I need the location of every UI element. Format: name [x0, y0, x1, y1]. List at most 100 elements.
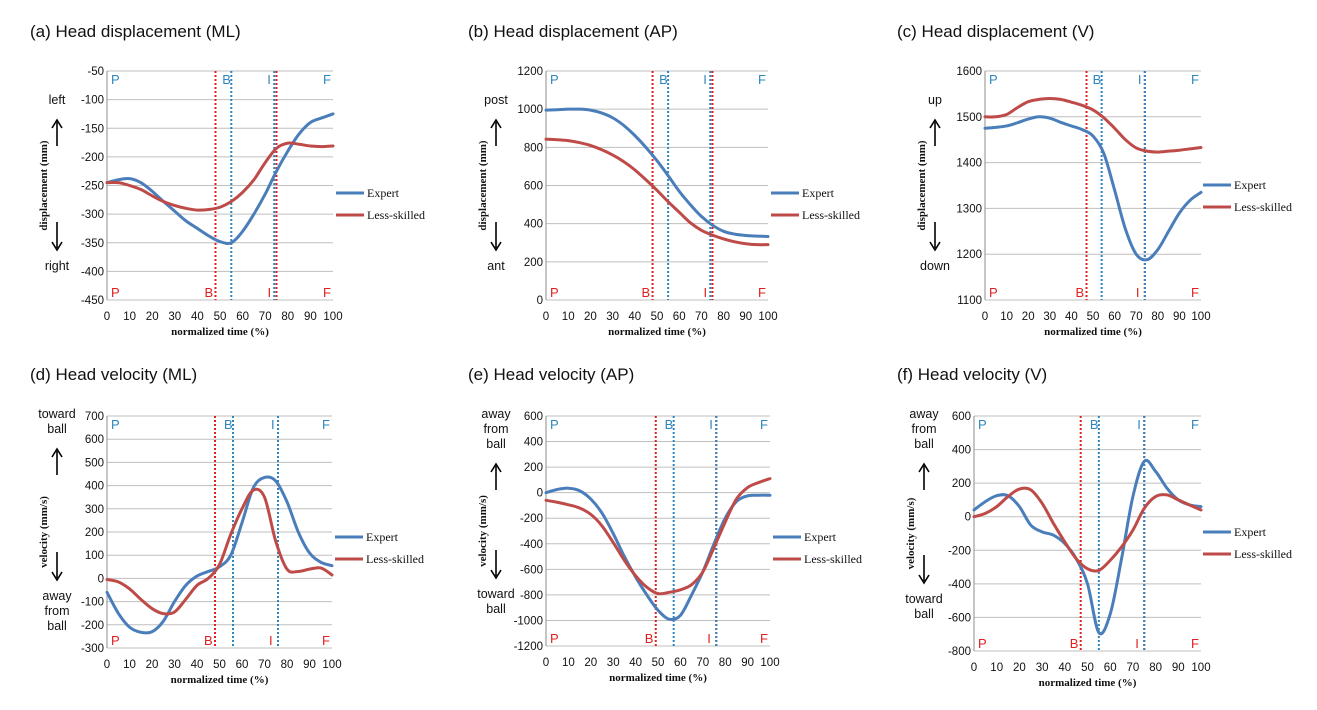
y-tick-label: 600	[952, 411, 971, 423]
y-tick-label: 0	[98, 573, 104, 585]
x-tick-label: 60	[673, 311, 686, 323]
phase-label-bottom: B	[204, 285, 213, 300]
x-tick-label: 70	[696, 657, 709, 669]
direction-label-top: from	[484, 422, 509, 436]
y-tick-label: 300	[85, 504, 104, 516]
legend-label: Less-skilled	[1234, 200, 1292, 214]
x-tick-label: 50	[652, 657, 665, 669]
y-tick-label: -200	[948, 545, 971, 557]
direction-label-top: left	[49, 93, 66, 107]
direction-label-bottom: ball	[914, 607, 933, 621]
phase-label-bottom: B	[645, 631, 654, 646]
phase-label-bottom: P	[111, 285, 120, 300]
series-line-less-skilled	[105, 141, 335, 212]
phase-label-bottom: B	[642, 285, 651, 300]
legend-label: Expert	[1234, 525, 1267, 539]
y-tick-label: 400	[524, 437, 543, 449]
direction-label-top: ball	[47, 422, 66, 436]
x-tick-label: 20	[146, 659, 159, 671]
x-tick-label: 80	[717, 311, 730, 323]
x-tick-label: 10	[562, 657, 575, 669]
y-tick-label: 1500	[956, 112, 982, 124]
legend-label: Expert	[367, 186, 400, 200]
phase-label-bottom: F	[322, 633, 330, 648]
y-tick-label: 0	[537, 488, 543, 500]
x-tick-label: 30	[607, 657, 620, 669]
x-tick-label: 0	[971, 662, 977, 674]
y-tick-label: -200	[81, 620, 104, 632]
x-tick-label: 70	[259, 311, 272, 323]
down-arrow-head-icon	[929, 241, 941, 252]
x-tick-label: 80	[1149, 662, 1162, 674]
panel-title: (f) Head velocity (V)	[897, 365, 1047, 384]
x-tick-label: 50	[213, 659, 226, 671]
up-arrow-head-icon	[490, 462, 502, 473]
y-tick-label: 200	[952, 478, 971, 490]
y-tick-label: 500	[85, 457, 104, 469]
phase-label-bottom: P	[550, 631, 559, 646]
series-line-expert	[972, 458, 1203, 636]
phase-label-top: B	[222, 72, 231, 87]
phase-label-top: F	[1191, 417, 1199, 432]
direction-label-bottom: ant	[487, 259, 505, 273]
y-tick-label: 1300	[956, 203, 982, 215]
x-axis-label: normalized time (%)	[171, 674, 269, 686]
y-tick-label: 1200	[956, 249, 982, 261]
phase-label-bottom: F	[1191, 285, 1199, 300]
phase-label-top: P	[550, 72, 559, 87]
y-axis-label: velocity (mm/s)	[38, 496, 50, 568]
up-arrow-head-icon	[490, 118, 502, 129]
x-tick-label: 30	[606, 311, 619, 323]
y-tick-label: 400	[524, 219, 543, 231]
y-tick-label: 200	[524, 257, 543, 269]
x-tick-label: 100	[758, 311, 777, 323]
y-tick-label: -400	[948, 579, 971, 591]
y-tick-label: 400	[952, 445, 971, 457]
phase-label-bottom: I	[269, 633, 273, 648]
phase-label-bottom: I	[704, 285, 708, 300]
x-tick-label: 0	[982, 311, 988, 323]
phase-label-top: F	[1191, 72, 1199, 87]
phase-label-top: I	[267, 72, 271, 87]
x-tick-label: 40	[191, 311, 204, 323]
phase-label-bottom: I	[1136, 285, 1140, 300]
x-tick-label: 20	[584, 311, 597, 323]
chart-panel-e: (e) Head velocity (AP)6004002000-200-400…	[468, 365, 862, 684]
up-arrow-head-icon	[51, 447, 63, 458]
phase-label-top: F	[323, 72, 331, 87]
x-tick-label: 50	[651, 311, 664, 323]
x-tick-label: 20	[146, 311, 159, 323]
series-line-expert	[544, 107, 770, 238]
y-tick-label: -450	[81, 295, 104, 307]
up-arrow-head-icon	[929, 118, 941, 129]
direction-label-bottom: away	[42, 589, 72, 603]
x-tick-label: 0	[104, 311, 110, 323]
x-tick-label: 10	[123, 311, 136, 323]
x-tick-label: 10	[990, 662, 1003, 674]
phase-label-top: I	[1137, 417, 1141, 432]
phase-label-bottom: F	[323, 285, 331, 300]
up-arrow-head-icon	[51, 118, 63, 129]
direction-label-top: from	[912, 422, 937, 436]
x-tick-label: 80	[1151, 311, 1164, 323]
phase-label-top: B	[1093, 72, 1102, 87]
x-tick-label: 20	[1013, 662, 1026, 674]
y-tick-label: -800	[520, 590, 543, 602]
y-tick-label: 200	[524, 462, 543, 474]
y-tick-label: -100	[81, 597, 104, 609]
panel-title: (a) Head displacement (ML)	[30, 22, 241, 41]
direction-label-bottom: toward	[477, 587, 515, 601]
y-axis-label: velocity (mm/s)	[477, 495, 489, 567]
y-tick-label: -1000	[514, 615, 543, 627]
panel-title: (c) Head displacement (V)	[897, 22, 1094, 41]
y-tick-label: -400	[520, 539, 543, 551]
direction-label-top: ball	[486, 437, 505, 451]
legend-label: Expert	[1234, 178, 1267, 192]
x-tick-label: 80	[281, 659, 294, 671]
x-tick-label: 60	[236, 659, 249, 671]
panel-title: (b) Head displacement (AP)	[468, 22, 678, 41]
y-tick-label: -200	[81, 152, 104, 164]
y-tick-label: 600	[524, 181, 543, 193]
chart-panel-f: (f) Head velocity (V)6004002000-200-400-…	[897, 365, 1292, 689]
